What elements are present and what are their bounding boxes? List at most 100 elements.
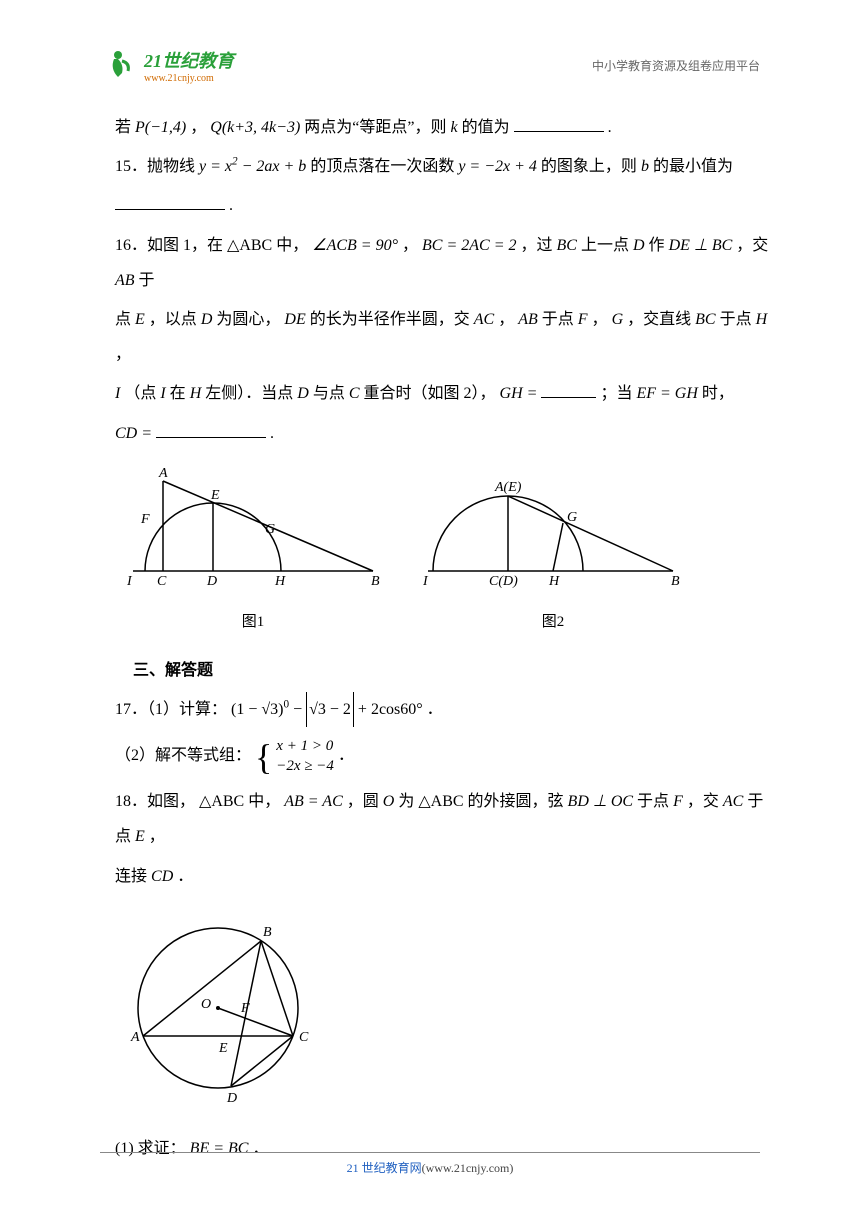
q18-figure: A B C D E F O (123, 908, 770, 1121)
fig1-H: H (274, 574, 286, 589)
q17-l2a: （2）解不等式组： (115, 747, 251, 764)
q16-de: DE (284, 311, 305, 328)
q15-end: . (229, 197, 233, 214)
q16-blank1 (541, 382, 596, 398)
q16-l2e: ， (498, 311, 514, 328)
q17-plus: + 2cos60° (358, 701, 423, 718)
q16-line3: I （点 I 在 H 左侧）．当点 D 与点 C 重合时（如图 2）， GH =… (115, 376, 770, 411)
q16-cd: CD = (115, 425, 156, 442)
q14-m3: 的值为 (462, 119, 510, 136)
q16-l3c: 在 (170, 385, 190, 402)
q16-gh: GH = (500, 385, 542, 402)
fig1-I: I (126, 574, 133, 589)
q15-line1: 15．抛物线 y = x2 − 2ax + b 的顶点落在一次函数 y = −2… (115, 149, 770, 184)
logo-main-text: 21世纪教育 (144, 47, 234, 73)
page-header: 21世纪教育 www.21cnjy.com 中小学教育资源及组卷应用平台 (100, 40, 760, 90)
fig1-C: C (157, 574, 167, 589)
q16-line1: 16．如图 1，在 △ABC 中， ∠ACB = 90° ， BC = 2AC … (115, 228, 770, 298)
section-3-title: 三、解答题 (133, 653, 770, 688)
circ-B: B (263, 925, 272, 940)
q14-blank (514, 116, 604, 132)
q14-prefix: 若 (115, 119, 135, 136)
circ-E: E (218, 1041, 228, 1056)
q16-H2: H (190, 385, 202, 402)
fig1-G: G (265, 522, 275, 537)
fig2-label: 图2 (423, 606, 683, 639)
q15-line2: . (115, 188, 770, 223)
q16-ab: AB (115, 272, 135, 289)
q15-m2: 的图象上，则 (541, 158, 641, 175)
q18-tri2: △ABC (418, 793, 463, 810)
q16-h: H (756, 311, 768, 328)
ineq2: −2x ≥ −4 (276, 757, 334, 777)
q15-eq1: y = x (199, 158, 232, 175)
q17-end2: ． (338, 747, 354, 764)
q16-I2: I (160, 385, 165, 402)
q16-C: C (349, 385, 360, 402)
q16-bc: BC = 2AC = 2 (422, 237, 516, 254)
figure-1-svg: A E F G I C D H B (123, 461, 383, 591)
q18-l2: 连接 (115, 868, 151, 885)
q16-l3b: （点 (124, 385, 160, 402)
circ-D: D (226, 1091, 237, 1106)
q18-l1f: 于点 (637, 793, 673, 810)
ineq1: x + 1 > 0 (276, 737, 334, 757)
q16-efgh: EF = GH (636, 385, 697, 402)
q16-ang: ∠ACB = 90° (312, 237, 398, 254)
q17-exp: 0 (283, 699, 289, 711)
fig2-H: H (548, 574, 560, 589)
q18-line2: 连接 CD ． (115, 859, 770, 894)
fig1-B: B (371, 574, 380, 589)
fig1-D: D (206, 574, 217, 589)
q15-b: b (641, 158, 649, 175)
q16-l2j: ， (115, 346, 131, 363)
fig2-B: B (671, 574, 680, 589)
q14-line: 若 P(−1,4) ， Q(k+3, 4k−3) 两点为“等距点”，则 k 的值… (115, 110, 770, 145)
q18-l1c: ，圆 (347, 793, 383, 810)
q18-l1i: ， (149, 828, 165, 845)
footer-rest: (www.21cnjy.com) (422, 1161, 514, 1175)
q16-l2h: ，交直线 (627, 311, 695, 328)
q18-O: O (383, 793, 395, 810)
logo: 21世纪教育 www.21cnjy.com (100, 45, 234, 85)
logo-icon (100, 45, 140, 85)
q16-l1d: ，过 (521, 237, 557, 254)
q18-E: E (135, 828, 145, 845)
q16-l1h: 于 (139, 272, 155, 289)
header-right-text: 中小学教育资源及组卷应用平台 (592, 57, 760, 74)
q15-m3: 的最小值为 (653, 158, 733, 175)
inequality-system: { x + 1 > 0 −2x ≥ −4 (255, 737, 334, 776)
fig1-E: E (210, 488, 220, 503)
q16-D3: D (297, 385, 309, 402)
q16-l2d: 的长为半径作半圆，交 (310, 311, 474, 328)
q16-l1f: 作 (649, 237, 669, 254)
q18-AC: AC (723, 793, 743, 810)
q14-Q: Q(k+3, 4k−3) (210, 119, 300, 136)
q14-end: . (608, 119, 612, 136)
footer-blue: 21 世纪教育网 (347, 1161, 422, 1175)
circle-svg: A B C D E F O (123, 908, 323, 1108)
q16-l2i: 于点 (720, 311, 756, 328)
fig2-CD: C(D) (489, 574, 518, 589)
q16-I: I (115, 385, 120, 402)
figure-2-svg: A(E) G I C(D) H B (423, 461, 683, 591)
q16-l2a: 点 (115, 311, 135, 328)
q16-g: G (612, 311, 624, 328)
q17-l1a: 17．（1）计算： (115, 701, 227, 718)
q16-blank2 (156, 422, 266, 438)
q18-line1: 18．如图， △ABC 中， AB = AC ，圆 O 为 △ABC 的外接圆，… (115, 784, 770, 854)
figure-1: A E F G I C D H B 图1 (123, 461, 383, 639)
q14-m2: 两点为“等距点”，则 (304, 119, 450, 136)
q16-e: E (135, 311, 145, 328)
page-content: 若 P(−1,4) ， Q(k+3, 4k−3) 两点为“等距点”，则 k 的值… (115, 110, 770, 1170)
q16-l1c: ， (402, 237, 418, 254)
q18-l1d: 为 (398, 793, 418, 810)
q18-F: F (673, 793, 683, 810)
q16-line4: CD = . (115, 416, 770, 451)
q16-l1g: ，交 (736, 237, 768, 254)
fig1-F: F (140, 512, 150, 527)
fig2-I: I (423, 574, 429, 589)
q17-end: ． (427, 701, 443, 718)
q16-debc: DE ⊥ BC (669, 237, 733, 254)
q15-eq2: y = −2x + 4 (458, 158, 537, 175)
